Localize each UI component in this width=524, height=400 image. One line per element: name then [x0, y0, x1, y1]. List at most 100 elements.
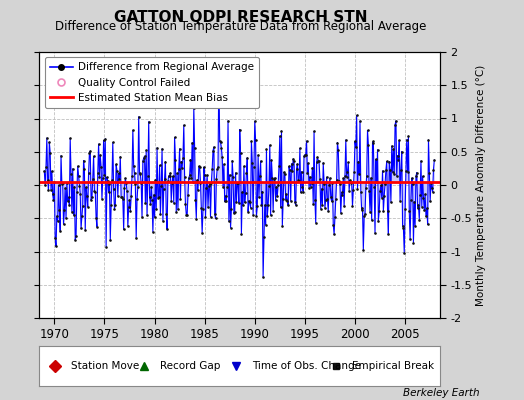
Point [307, 183, 315, 190]
Point [289, 156, 297, 162]
Point [293, 161, 301, 167]
Point [302, 138, 311, 144]
Point [205, 180, 214, 187]
Point [428, 184, 436, 191]
Point [395, 137, 403, 144]
Point [177, 158, 185, 165]
Point [281, 171, 289, 177]
Point [250, 164, 258, 170]
Point [357, 207, 366, 213]
Point [300, 153, 308, 159]
Point [190, 105, 198, 112]
Point [371, 230, 379, 237]
Point [244, 208, 252, 215]
Point [232, 170, 240, 176]
Point [205, 183, 213, 190]
Point [409, 239, 418, 246]
Point [266, 142, 274, 148]
Point [333, 139, 342, 146]
Point [181, 201, 190, 207]
Point [77, 225, 85, 232]
Point [186, 156, 194, 163]
Point [408, 175, 416, 181]
Point [49, 197, 58, 204]
Point [84, 170, 93, 176]
Point [348, 203, 357, 209]
Point [76, 190, 84, 197]
Point [416, 192, 424, 199]
Point [398, 222, 407, 229]
Point [140, 153, 149, 159]
Point [166, 172, 174, 179]
Point [256, 172, 264, 179]
Point [250, 118, 259, 124]
Point [174, 206, 182, 212]
Point [235, 200, 243, 206]
Point [56, 228, 64, 234]
Point [402, 168, 410, 174]
Point [209, 148, 217, 154]
Point [326, 175, 334, 181]
Point [414, 202, 423, 208]
Point [124, 223, 132, 229]
Point [350, 169, 358, 176]
Point [404, 133, 412, 139]
Point [405, 208, 413, 214]
Point [235, 126, 244, 133]
Point [284, 202, 292, 209]
Point [134, 184, 142, 190]
Point [242, 189, 250, 196]
Point [340, 203, 348, 210]
Point [173, 170, 181, 177]
Point [229, 174, 237, 180]
Point [210, 144, 218, 150]
Point [82, 184, 90, 190]
Text: Berkeley Earth: Berkeley Earth [403, 388, 479, 398]
Point [367, 175, 375, 181]
Point [61, 185, 69, 191]
Point [183, 212, 191, 218]
Point [296, 145, 304, 152]
Point [149, 229, 157, 235]
Point [243, 154, 252, 161]
Point [102, 244, 111, 250]
Point [222, 198, 231, 204]
Point [325, 182, 333, 188]
Point [157, 183, 166, 189]
Point [265, 183, 273, 190]
Point [225, 172, 234, 178]
Point [42, 164, 50, 170]
Point [400, 250, 408, 256]
Point [263, 146, 271, 152]
Point [297, 189, 305, 196]
Point [335, 178, 343, 184]
Point [282, 191, 291, 198]
Point [70, 184, 79, 190]
Point [426, 198, 434, 205]
Point [65, 202, 73, 208]
Point [399, 225, 408, 232]
Point [351, 138, 359, 144]
Point [301, 152, 310, 158]
Point [98, 196, 106, 202]
Point [271, 197, 280, 203]
Point [312, 159, 321, 165]
Point [260, 202, 269, 208]
Point [145, 118, 153, 125]
Point [343, 168, 352, 175]
Point [49, 191, 57, 198]
Point [170, 200, 178, 206]
Point [358, 205, 367, 211]
Point [106, 237, 114, 244]
Point [55, 207, 63, 214]
Point [69, 212, 78, 218]
Point [308, 164, 316, 171]
Point [277, 204, 285, 210]
Point [121, 185, 129, 191]
Point [389, 146, 398, 152]
Point [418, 203, 426, 210]
Point [388, 143, 396, 149]
Point [403, 168, 412, 175]
Point [294, 177, 302, 184]
Point [63, 180, 71, 186]
